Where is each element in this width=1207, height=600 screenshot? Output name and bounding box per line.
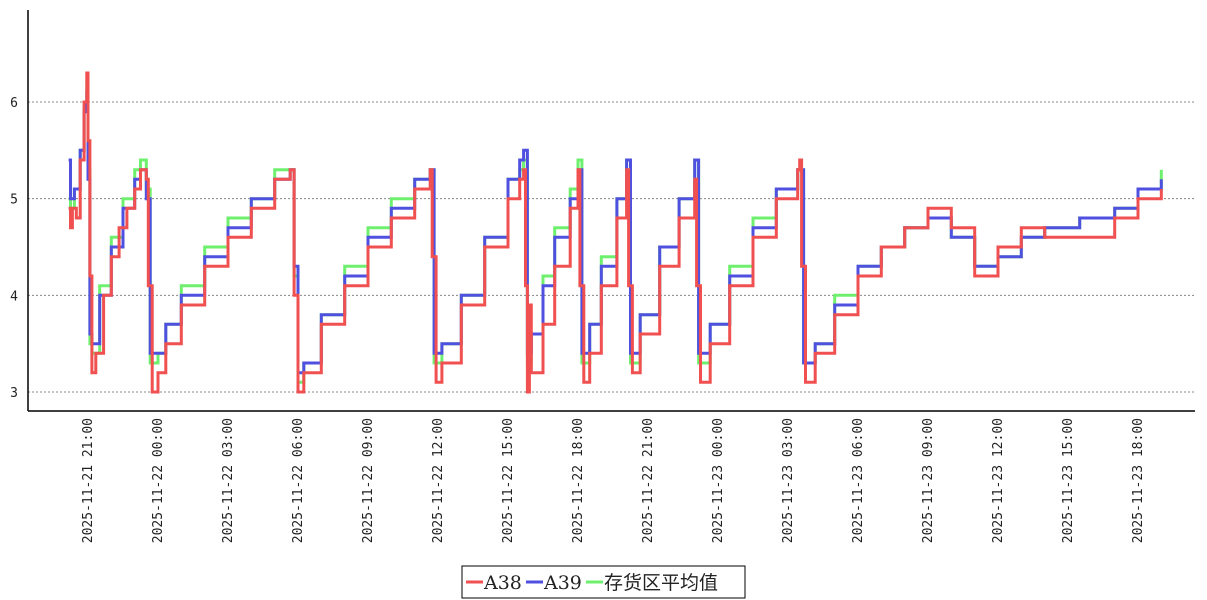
series-line-a38 [68, 71, 1163, 394]
series-lines [68, 71, 1163, 394]
x-tick-label: 2025-11-21 21:00 [81, 418, 96, 543]
legend-box [461, 565, 746, 599]
x-tick-label: 2025-11-23 18:00 [1131, 418, 1146, 543]
y-tick-label: 3 [10, 386, 18, 401]
x-tick-label: 2025-11-22 12:00 [431, 418, 446, 543]
x-tick-label: 2025-11-23 06:00 [851, 418, 866, 543]
axes [27, 10, 1195, 412]
series-line-a39 [68, 90, 1163, 375]
x-tick-label: 2025-11-23 12:00 [991, 418, 1006, 543]
x-tick-label: 2025-11-22 09:00 [361, 418, 376, 543]
x-tick-label: 2025-11-23 09:00 [921, 418, 936, 543]
x-tick-label: 2025-11-22 03:00 [221, 418, 236, 543]
legend-label-a39: A39 [543, 572, 582, 594]
y-tick-label: 4 [10, 289, 18, 304]
x-tick-label: 2025-11-22 06:00 [291, 418, 306, 543]
x-tick-label: 2025-11-23 03:00 [781, 418, 796, 543]
x-tick-labels: 2025-11-21 21:00 2025-11-22 00:00 2025-11-… [81, 418, 1146, 543]
x-tick-label: 2025-11-22 21:00 [641, 418, 656, 543]
y-tick-labels: 3 4 5 6 [10, 96, 18, 401]
x-tick-label: 2025-11-22 00:00 [151, 418, 166, 543]
legend-label-storage-average: 存货区平均值 [604, 572, 718, 594]
grid-lines [28, 101, 1195, 393]
x-tick-label: 2025-11-22 18:00 [571, 418, 586, 543]
series-line-storage-average [68, 81, 1163, 384]
y-tick-label: 6 [10, 96, 18, 111]
x-tick-label: 2025-11-23 15:00 [1061, 418, 1076, 543]
x-tick-label: 2025-11-22 15:00 [501, 418, 516, 543]
legend: A38 A39 存货区平均值 [461, 565, 746, 599]
legend-label-a38: A38 [483, 572, 522, 594]
y-tick-label: 5 [10, 193, 18, 208]
x-tick-label: 2025-11-23 00:00 [711, 418, 726, 543]
